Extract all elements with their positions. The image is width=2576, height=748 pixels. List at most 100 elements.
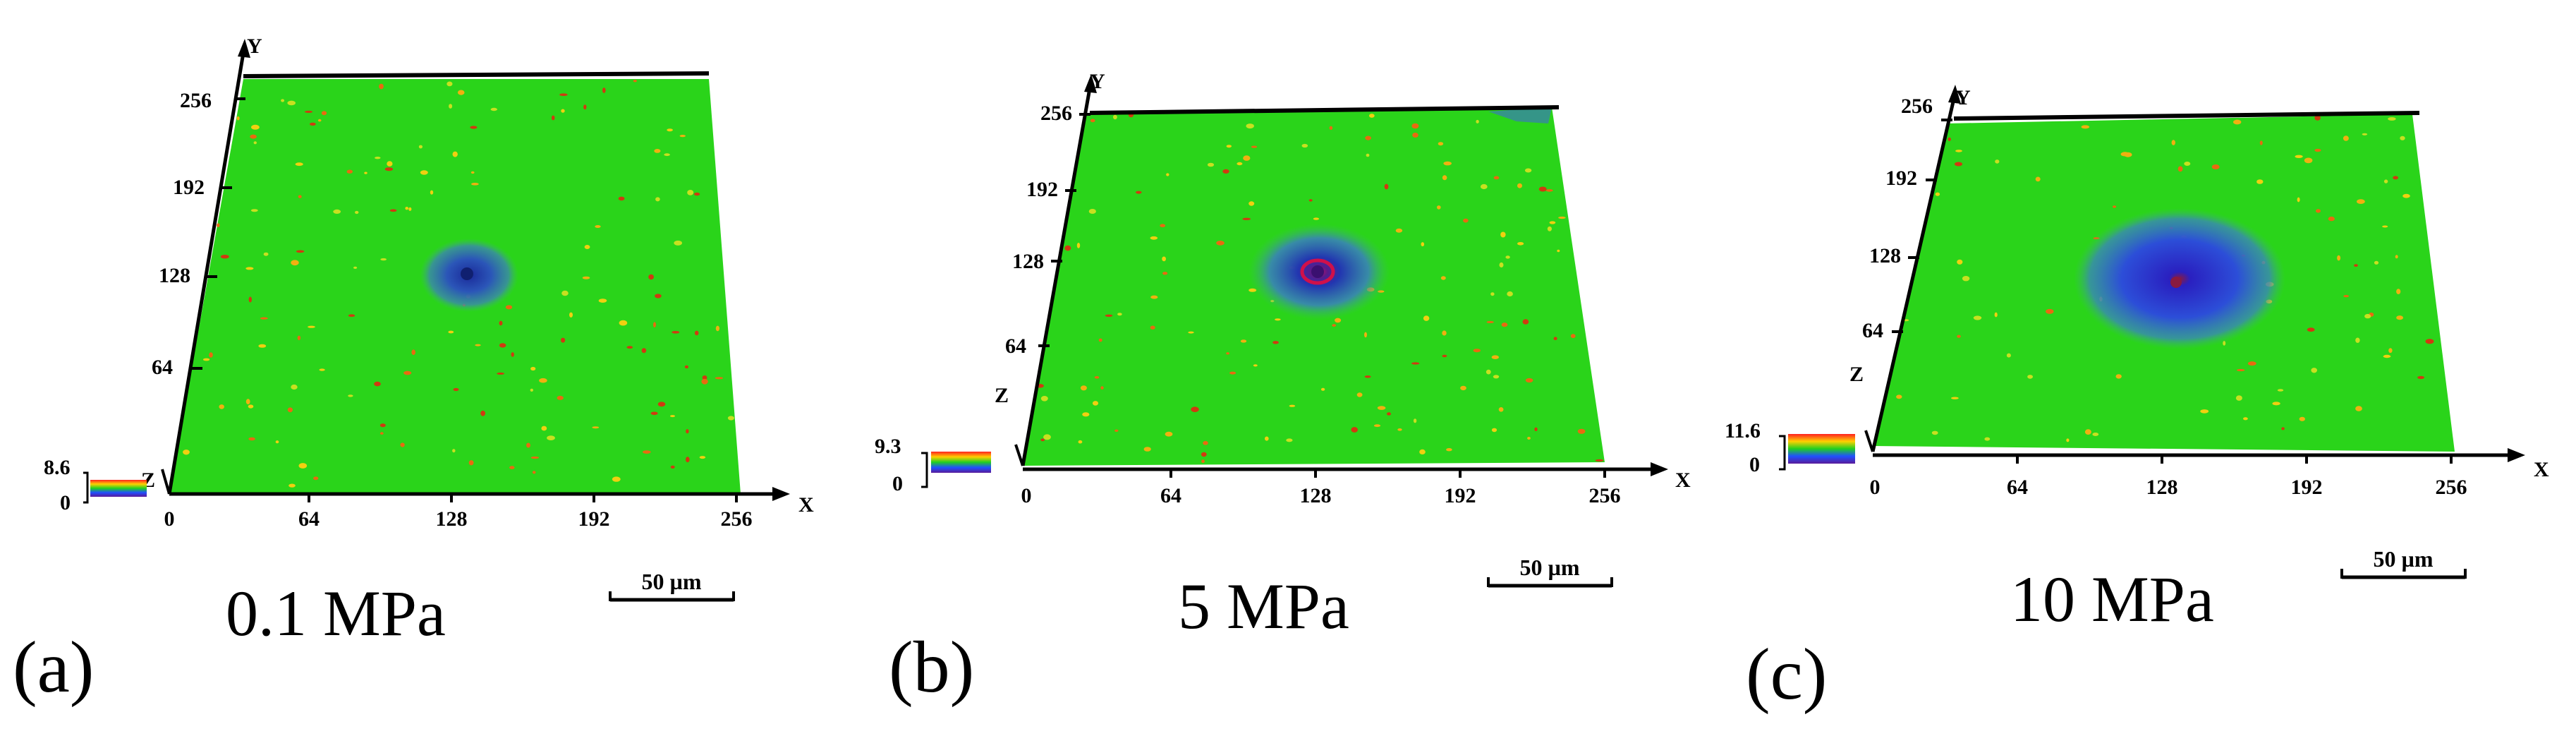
surface-speckle	[1114, 429, 1119, 432]
surface-speckle	[1498, 407, 1504, 412]
surface-speckle	[379, 423, 386, 428]
surface-speckle	[1442, 354, 1447, 358]
surface-speckle	[2400, 135, 2405, 140]
z-axis-b	[1014, 444, 1024, 466]
surface-speckle	[1105, 314, 1113, 317]
surface-speckle	[1150, 295, 1158, 299]
surface-speckle	[1117, 313, 1122, 316]
axes-c	[1864, 85, 2525, 462]
panel-b: 256 192 128 64 0 64 128 192 256 X Y Z 9.…	[875, 70, 1691, 708]
surface-speckle	[1113, 114, 1117, 120]
surface-speckle	[1411, 362, 1420, 365]
surface-speckle	[526, 442, 530, 448]
surface-speckle	[248, 404, 254, 409]
axis-label-z: Z	[1849, 363, 1864, 386]
surface-speckle	[1092, 401, 1099, 406]
surface-speckle	[374, 381, 381, 387]
surface-speckle	[348, 394, 353, 397]
surface-speckle	[2354, 264, 2358, 267]
surface-speckle	[446, 81, 453, 87]
surface-speckle	[1486, 369, 1491, 375]
crater-center-c	[2170, 277, 2182, 288]
scale-bar-label: 50 µm	[2373, 546, 2433, 572]
surface-speckle	[2343, 135, 2349, 141]
y-tick-label: 256	[1901, 95, 1933, 118]
surface-speckle	[672, 331, 680, 334]
surface-speckle	[217, 223, 220, 228]
colorbar-bracket	[921, 452, 928, 488]
x-arrow-b	[1651, 462, 1668, 476]
surface-speckle	[2316, 209, 2321, 213]
surface-speckle	[2281, 427, 2285, 430]
surface-speckle	[1088, 209, 1096, 214]
y-ticks-c	[1892, 119, 1952, 333]
y-arrow-b	[1084, 74, 1097, 93]
surface-speckle	[408, 207, 412, 211]
surface-speckle	[1366, 153, 1370, 157]
surface-speckle	[1984, 437, 1991, 441]
y-tick-label: 256	[1040, 102, 1072, 125]
surface-speckle	[499, 343, 506, 348]
surface-speckle	[1313, 217, 1319, 220]
crater-core-b	[1300, 258, 1335, 285]
surface-speckle	[1423, 315, 1430, 321]
surface-speckle	[1442, 330, 1447, 336]
surface-speckle	[1222, 169, 1229, 174]
x-tick-label: 192	[1445, 484, 1476, 507]
surface-speckle	[1397, 428, 1402, 431]
x-ticks-c	[2016, 454, 2453, 464]
surface-speckle	[400, 442, 405, 447]
surface-speckle	[1136, 191, 1142, 194]
surface-speckle	[296, 250, 305, 253]
surface-speckle	[2355, 337, 2360, 343]
surface-speckle	[2388, 348, 2393, 354]
x-tick-label: 0	[164, 507, 175, 531]
surface-speckle	[582, 276, 590, 279]
surface-speckle	[449, 104, 453, 109]
surface-speckle	[1437, 205, 1441, 210]
colorbar-min: 0	[60, 491, 71, 514]
surface-speckle	[1931, 430, 1938, 435]
surface-speckle	[559, 93, 568, 96]
surface-speckle	[641, 348, 647, 354]
surface-speckle	[2314, 115, 2321, 121]
surface-speckle	[1143, 447, 1151, 452]
surface-speckle	[1491, 428, 1497, 433]
colorbar-min: 0	[892, 472, 903, 495]
surface-speckle	[530, 456, 540, 459]
surface-speckle	[1412, 133, 1418, 138]
surface-speckle	[664, 153, 670, 157]
surface-speckle	[1473, 349, 1481, 353]
surface-speckle	[457, 90, 465, 95]
surface-speckle	[2120, 152, 2130, 157]
surface-speckle	[1517, 183, 1522, 188]
surface-speckle	[1595, 459, 1604, 462]
axis-label-x: X	[798, 493, 814, 517]
surface-speckle	[298, 463, 308, 469]
surface-speckle	[2046, 308, 2054, 314]
surface-speckle	[1368, 114, 1375, 118]
surface-speckle	[202, 358, 210, 361]
surface-speckle	[694, 330, 699, 336]
surface-speckle	[1188, 331, 1194, 334]
surface-speckle	[2084, 429, 2091, 435]
colorbar-max: 8.6	[44, 456, 71, 479]
surface-speckle	[258, 344, 267, 348]
surface-speckle	[2081, 125, 2090, 129]
surface-speckle	[248, 437, 255, 441]
surface-speckle	[1226, 145, 1232, 148]
surface-speckle	[539, 378, 547, 383]
surface-speckle	[1384, 183, 1389, 190]
y-tick-label: 64	[1005, 334, 1026, 358]
surface-speckle	[602, 88, 606, 93]
axis-label-y: Y	[247, 35, 262, 58]
surface-speckle	[281, 99, 285, 102]
pressure-label: 0.1 MPa	[226, 577, 446, 649]
surface-speckle	[2243, 417, 2248, 421]
surface-speckle	[667, 128, 673, 132]
surface-speckle	[2393, 176, 2399, 180]
pressure-label: 5 MPa	[1178, 570, 1349, 642]
surface-speckle	[1248, 201, 1255, 206]
surface-speckle	[275, 440, 279, 444]
surface-speckle	[2357, 199, 2365, 204]
